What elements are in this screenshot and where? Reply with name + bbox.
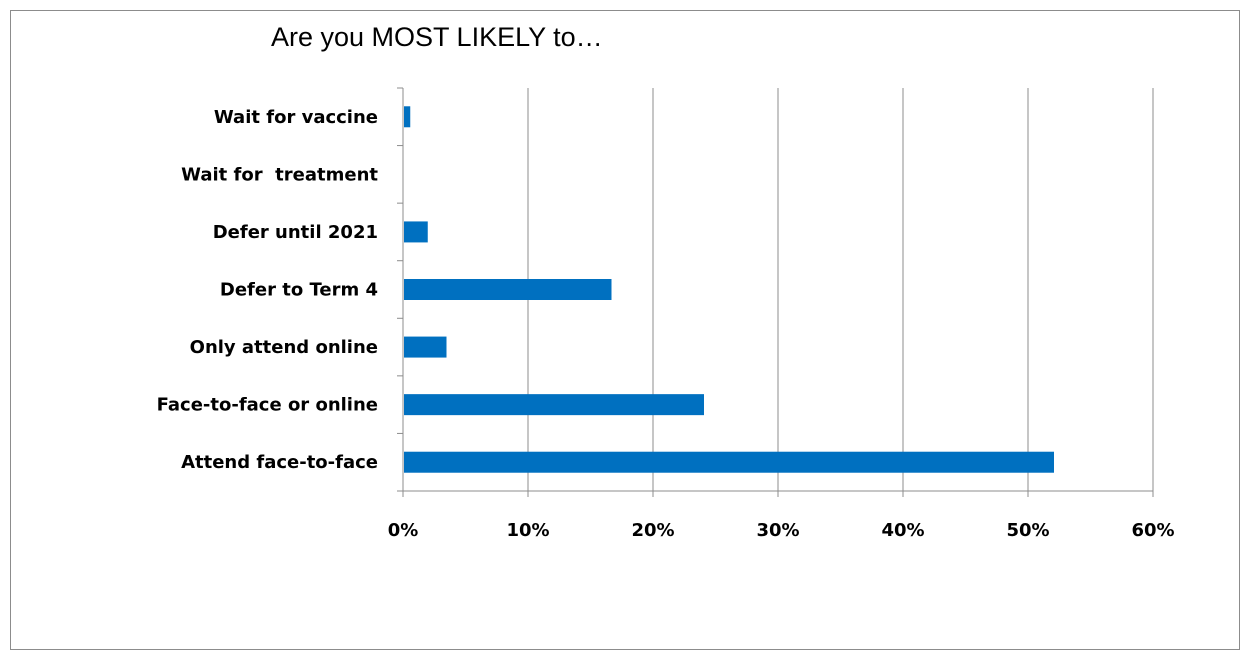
bar <box>404 451 1054 473</box>
x-tick-label: 0% <box>388 520 419 541</box>
category-label: Defer to Term 4 <box>220 280 378 301</box>
bar <box>404 106 411 128</box>
x-tick-label: 50% <box>1006 520 1049 541</box>
x-tick-label: 60% <box>1131 520 1174 541</box>
category-label: Defer until 2021 <box>213 222 378 243</box>
x-tick-label: 30% <box>756 520 799 541</box>
category-label: Wait for treatment <box>181 164 378 185</box>
chart-title: Are you MOST LIKELY to… <box>271 22 603 52</box>
bar <box>404 279 612 300</box>
category-label: Wait for vaccine <box>214 107 378 128</box>
category-label: Face-to-face or online <box>157 395 378 416</box>
bar <box>404 394 704 416</box>
category-label: Only attend online <box>190 337 378 358</box>
category-label: Attend face-to-face <box>181 452 378 473</box>
chart-frame <box>10 10 1240 650</box>
x-tick-label: 10% <box>506 520 549 541</box>
bar <box>404 336 447 358</box>
x-tick-label: 40% <box>881 520 924 541</box>
x-tick-label: 20% <box>631 520 674 541</box>
bar <box>404 221 428 243</box>
